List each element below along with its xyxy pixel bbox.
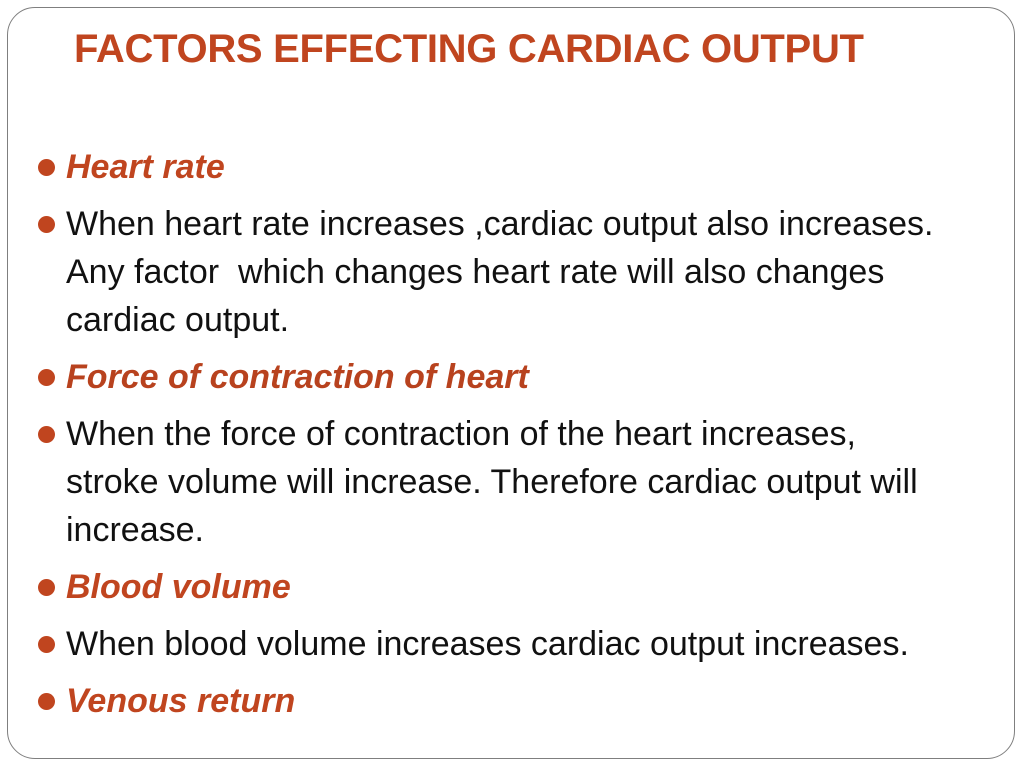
bullet-heart-rate-heading: Heart rate	[8, 143, 1008, 191]
bullet-dot-icon	[38, 693, 55, 710]
bullet-dot-icon	[38, 159, 55, 176]
bullet-heading-text: Heart rate	[66, 148, 225, 186]
slide-frame: FACTORS EFFECTING CARDIAC OUTPUT Heart r…	[7, 7, 1015, 759]
bullet-blood-volume-heading: Blood volume	[8, 563, 1008, 611]
bullet-dot-icon	[38, 426, 55, 443]
bullet-venous-return-heading: Venous return	[8, 677, 1008, 725]
slide-title: FACTORS EFFECTING CARDIAC OUTPUT	[74, 27, 864, 71]
bullet-heading-text: Force of contraction of heart	[66, 358, 529, 396]
bullet-dot-icon	[38, 579, 55, 596]
bullet-dot-icon	[38, 369, 55, 386]
bullet-body-text: When the force of contraction of the hea…	[66, 415, 928, 549]
bullet-force-heading: Force of contraction of heart	[8, 353, 1008, 401]
bullet-body-text: When heart rate increases ,cardiac outpu…	[66, 205, 942, 339]
bullet-dot-icon	[38, 216, 55, 233]
bullet-heading-text: Blood volume	[66, 568, 291, 606]
bullet-blood-volume-body: When blood volume increases cardiac outp…	[8, 620, 1008, 668]
bullet-heart-rate-body: When heart rate increases ,cardiac outpu…	[8, 200, 1008, 344]
bullet-list: Heart rate When heart rate increases ,ca…	[8, 143, 1008, 734]
bullet-dot-icon	[38, 636, 55, 653]
bullet-force-body: When the force of contraction of the hea…	[8, 410, 1008, 554]
bullet-body-text: When blood volume increases cardiac outp…	[66, 625, 909, 663]
bullet-heading-text: Venous return	[66, 682, 296, 720]
